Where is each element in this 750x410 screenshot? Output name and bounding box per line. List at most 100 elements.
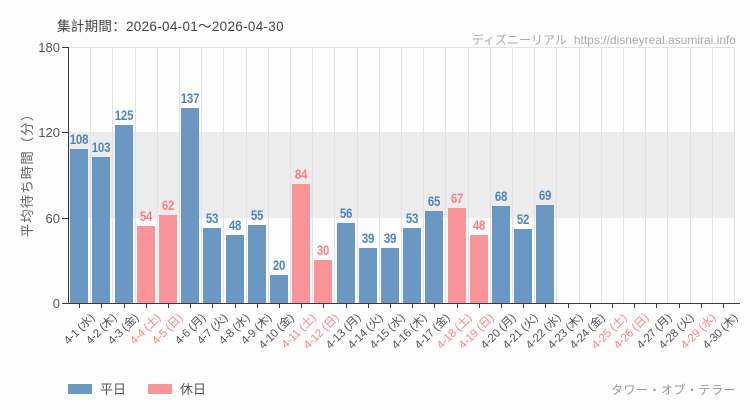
bar-value-label: 125 bbox=[114, 108, 133, 123]
site-name: ディズニーリアル bbox=[471, 33, 567, 47]
bar-value-label: 48 bbox=[472, 218, 486, 233]
gridline-vertical bbox=[90, 47, 91, 303]
bar-value-label: 48 bbox=[228, 218, 241, 233]
y-tick-mark bbox=[62, 132, 68, 133]
bar-value-label: 103 bbox=[92, 140, 111, 155]
bar-4-7 bbox=[203, 228, 222, 303]
bar-value-label: 67 bbox=[450, 191, 463, 206]
bar-value-label: 39 bbox=[383, 231, 397, 246]
y-tick-mark bbox=[62, 218, 68, 219]
x-tick-mark bbox=[323, 304, 324, 308]
gridline-vertical bbox=[223, 47, 224, 303]
gridline-vertical bbox=[179, 47, 180, 303]
x-tick-mark bbox=[434, 304, 435, 308]
gridline-vertical bbox=[401, 47, 402, 303]
bar-value-label: 52 bbox=[516, 212, 530, 227]
gridline-vertical bbox=[579, 47, 580, 303]
x-axis-line bbox=[68, 303, 740, 304]
bar-value-label: 39 bbox=[361, 231, 375, 246]
bar-value-label: 20 bbox=[272, 258, 286, 273]
site-watermark: ディズニーリアル https://disneyreal.asumirai.info bbox=[472, 31, 736, 48]
gridline-vertical bbox=[645, 47, 646, 303]
bar-4-16 bbox=[403, 228, 422, 303]
x-tick-mark bbox=[545, 304, 546, 308]
gridline-vertical bbox=[512, 47, 513, 303]
bar-4-6 bbox=[181, 108, 200, 303]
bar-4-3 bbox=[114, 125, 133, 303]
x-tick-mark bbox=[124, 304, 125, 308]
gridline-vertical bbox=[490, 47, 491, 303]
y-tick-mark bbox=[62, 303, 68, 304]
y-tick-label: 60 bbox=[45, 211, 60, 226]
gridline-vertical bbox=[201, 47, 202, 303]
plot-area: 108 103 125 54 62 137 53 48 55 20 84 30 56 39 39 53 65 67… bbox=[68, 47, 735, 303]
gridline-vertical bbox=[556, 47, 557, 303]
x-tick-mark bbox=[346, 304, 347, 308]
bar-4-8 bbox=[225, 235, 244, 303]
bar-4-14 bbox=[358, 248, 377, 303]
gridline-vertical bbox=[312, 47, 313, 303]
legend-item-weekday: 平日 bbox=[68, 379, 126, 398]
bar-4-22 bbox=[536, 205, 555, 303]
x-tick-mark bbox=[634, 304, 635, 308]
gridline-vertical bbox=[734, 47, 735, 303]
bar-value-label: 55 bbox=[250, 208, 264, 223]
x-tick-mark bbox=[479, 304, 480, 308]
bar-value-label: 30 bbox=[317, 243, 330, 258]
legend: 平日 休日 bbox=[68, 379, 206, 398]
bar-value-label: 62 bbox=[161, 198, 175, 213]
attraction-name: タワー・オブ・テラー bbox=[610, 383, 736, 397]
y-tick-label: 180 bbox=[38, 40, 60, 55]
x-tick-mark bbox=[590, 304, 591, 308]
y-tick-label: 0 bbox=[52, 296, 60, 311]
bar-value-label: 56 bbox=[339, 206, 352, 221]
bar-4-9 bbox=[247, 225, 266, 303]
gridline-vertical bbox=[712, 47, 713, 303]
x-tick-mark bbox=[523, 304, 524, 308]
gridline-vertical bbox=[357, 47, 358, 303]
gridline-vertical bbox=[246, 47, 247, 303]
bar-4-13 bbox=[336, 223, 355, 303]
x-tick-mark bbox=[390, 304, 391, 308]
x-tick-mark bbox=[212, 304, 213, 308]
gridline-vertical bbox=[290, 47, 291, 303]
gridline-vertical bbox=[379, 47, 380, 303]
gridline-vertical bbox=[445, 47, 446, 303]
gridline-vertical bbox=[601, 47, 602, 303]
gridline-vertical bbox=[268, 47, 269, 303]
x-tick-mark bbox=[612, 304, 613, 308]
x-tick-mark bbox=[457, 304, 458, 308]
x-tick-mark bbox=[190, 304, 191, 308]
x-tick-mark bbox=[723, 304, 724, 308]
bar-value-label: 68 bbox=[494, 189, 508, 204]
bar-value-label: 137 bbox=[180, 91, 200, 106]
x-tick-mark bbox=[101, 304, 102, 308]
bar-4-5 bbox=[158, 215, 177, 303]
y-tick-label: 120 bbox=[38, 125, 60, 140]
bar-4-18 bbox=[447, 208, 466, 303]
gridline-vertical bbox=[690, 47, 691, 303]
gridline-vertical bbox=[667, 47, 668, 303]
x-tick-mark bbox=[257, 304, 258, 308]
gridline-vertical bbox=[112, 47, 113, 303]
y-tick-mark bbox=[62, 47, 68, 48]
bar-4-19 bbox=[469, 235, 488, 303]
bar-4-17 bbox=[425, 211, 444, 303]
x-tick-mark bbox=[412, 304, 413, 308]
report-period-title: 集計期間：2026-04-01～2026-04-30 bbox=[57, 19, 284, 34]
x-tick-mark bbox=[679, 304, 680, 308]
x-tick-mark bbox=[235, 304, 236, 308]
bar-value-label: 65 bbox=[428, 194, 441, 209]
bar-value-label: 54 bbox=[139, 209, 153, 224]
bar-4-11 bbox=[292, 184, 311, 303]
bar-4-4 bbox=[136, 226, 155, 303]
bar-value-label: 53 bbox=[405, 211, 419, 226]
x-tick-mark bbox=[79, 304, 80, 308]
legend-weekday-label: 平日 bbox=[100, 382, 127, 397]
bar-4-2 bbox=[92, 157, 111, 303]
gridline-vertical bbox=[468, 47, 469, 303]
y-axis-line bbox=[68, 47, 69, 304]
bar-4-15 bbox=[380, 248, 399, 303]
bar-value-label: 108 bbox=[69, 132, 89, 147]
